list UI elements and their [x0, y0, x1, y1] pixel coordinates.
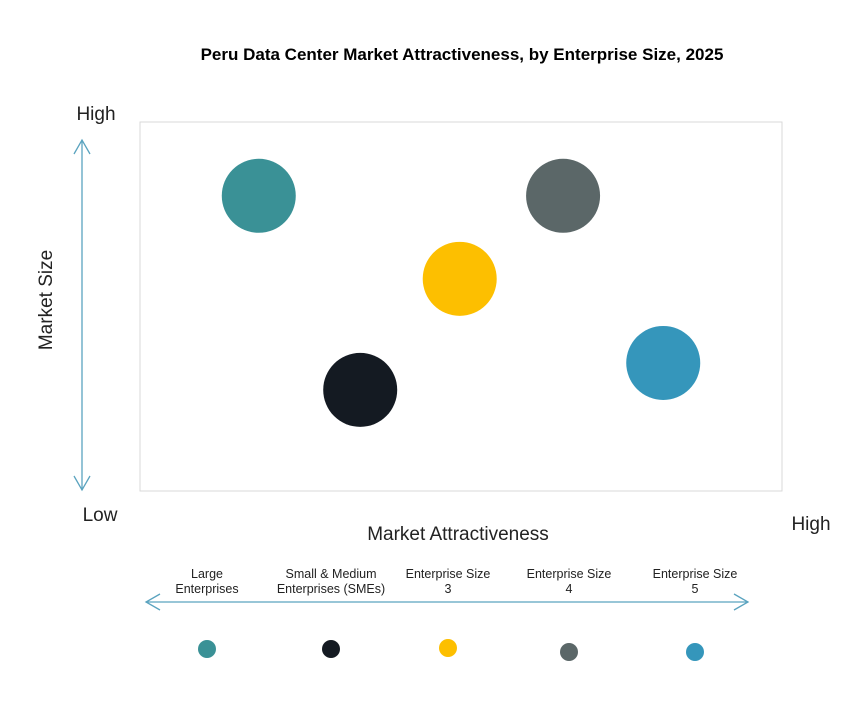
y-axis-arrow: [73, 138, 91, 492]
legend-marker: [198, 640, 216, 658]
chart-title: Peru Data Center Market Attractiveness, …: [201, 45, 724, 64]
legend-marker: [439, 639, 457, 657]
bubble-5: [626, 325, 701, 400]
legend-label: 3: [445, 582, 452, 596]
x-axis-label: Market Attractiveness: [367, 524, 549, 545]
legend-label: 5: [692, 582, 699, 596]
legend-label: Enterprises (SMEs): [277, 582, 385, 596]
bubble-2: [323, 352, 398, 427]
legend-label: Enterprise Size: [653, 567, 738, 581]
legend-label: Large: [191, 567, 223, 581]
bubble-1: [221, 158, 296, 233]
legend-marker: [560, 643, 578, 661]
legend-label: Enterprise Size: [527, 567, 612, 581]
legend-arrow: [144, 593, 750, 611]
x-high-label: High: [791, 514, 830, 535]
legend-label: Enterprise Size: [406, 567, 491, 581]
legend-label: Enterprises: [175, 582, 238, 596]
legend-label: Small & Medium: [286, 567, 377, 581]
bubble-3: [422, 241, 497, 316]
bubbles: [221, 158, 701, 427]
bubble-4: [526, 158, 601, 233]
y-high-label: High: [76, 104, 115, 125]
legend-marker: [322, 640, 340, 658]
legend-label: 4: [566, 582, 573, 596]
x-low-label: Low: [83, 505, 118, 526]
legend-marker: [686, 643, 704, 661]
y-axis-label: Market Size: [36, 250, 57, 350]
